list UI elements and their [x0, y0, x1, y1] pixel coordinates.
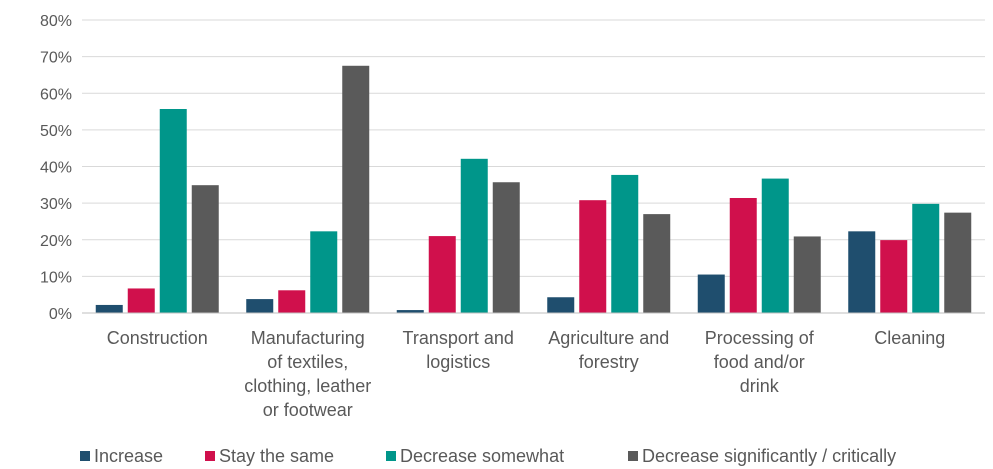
legend-swatch	[386, 451, 396, 461]
bar	[848, 231, 876, 313]
legend-swatch	[80, 451, 90, 461]
bars	[95, 65, 972, 313]
bar	[880, 240, 908, 313]
bar	[342, 65, 370, 313]
bar	[95, 304, 123, 313]
legend: Increase Stay the same Decrease somewhat De…	[80, 446, 896, 466]
y-tick-label: 80%	[40, 13, 72, 30]
x-category-label: Cleaning	[874, 328, 945, 348]
bar	[611, 174, 639, 313]
bar	[428, 236, 456, 313]
bar	[127, 288, 155, 313]
y-tick-label: 0%	[49, 306, 72, 323]
bar	[643, 214, 671, 313]
bar	[729, 197, 757, 313]
y-tick-label: 50%	[40, 123, 72, 140]
y-axis: 0% 10% 20% 30% 40% 50% 60% 70% 80%	[40, 13, 72, 323]
y-tick-label: 70%	[40, 50, 72, 67]
bar	[159, 108, 187, 313]
bar	[310, 231, 338, 313]
x-category-label: Transport and logistics	[403, 328, 514, 372]
bar	[793, 236, 821, 313]
bar	[246, 299, 274, 313]
y-tick-label: 60%	[40, 86, 72, 103]
legend-swatch	[628, 451, 638, 461]
bar	[547, 297, 575, 313]
bar	[579, 200, 607, 313]
x-category-label: Agriculture and forestry	[548, 328, 669, 372]
legend-label: Decrease somewhat	[400, 446, 564, 466]
legend-label: Decrease significantly / critically	[642, 446, 896, 466]
bar	[492, 182, 520, 313]
x-category-label: Construction	[107, 328, 208, 348]
bar	[278, 290, 306, 313]
y-tick-label: 30%	[40, 196, 72, 213]
legend-item: Decrease somewhat	[386, 446, 564, 466]
legend-item: Stay the same	[205, 446, 334, 466]
bar	[191, 185, 219, 313]
y-tick-label: 10%	[40, 269, 72, 286]
bar	[912, 203, 940, 313]
legend-swatch	[205, 451, 215, 461]
y-tick-label: 20%	[40, 233, 72, 250]
legend-label: Stay the same	[219, 446, 334, 466]
legend-item: Increase	[80, 446, 163, 466]
x-category-label: Manufacturing of textiles, clothing, leath…	[244, 328, 371, 420]
x-axis: Construction Manufacturing of textiles, clo…	[82, 312, 985, 420]
bar	[697, 274, 725, 313]
x-category-label: Processing of food and/or drink	[705, 328, 815, 396]
legend-item: Decrease significantly / critically	[628, 446, 896, 466]
bar	[460, 158, 488, 313]
bar	[944, 212, 972, 313]
legend-label: Increase	[94, 446, 163, 466]
bar	[396, 310, 424, 313]
bar	[761, 178, 789, 313]
gridlines	[82, 19, 985, 277]
y-tick-label: 40%	[40, 160, 72, 177]
